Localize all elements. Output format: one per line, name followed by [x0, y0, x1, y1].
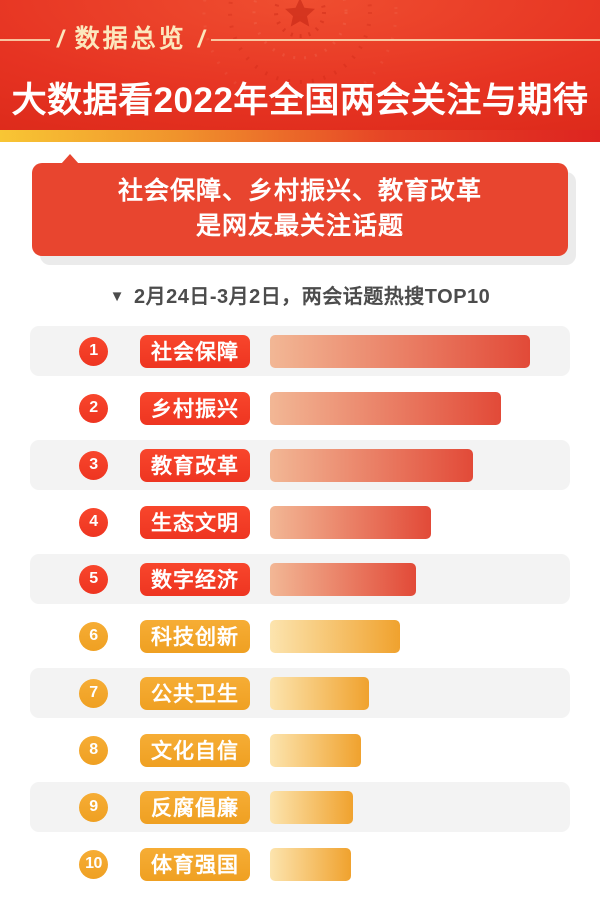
- bar-track: [270, 733, 530, 767]
- list-item: 1 社会保障: [30, 326, 570, 376]
- rank-badge: 10: [79, 849, 108, 879]
- list-item: 2 乡村振兴: [30, 383, 570, 433]
- bar-track: [270, 334, 530, 368]
- rank-badge: 5: [79, 564, 108, 594]
- rank-badge: 8: [79, 735, 108, 765]
- banner-line-2: 是网友最关注话题: [195, 211, 404, 240]
- topic-label: 社会保障: [140, 334, 250, 368]
- heat-bar: [270, 676, 369, 710]
- bar-track: [270, 505, 530, 539]
- kicker-line-left: [0, 38, 50, 41]
- top10-list: 1 社会保障 2 乡村振兴 3 教育改革 4 生态文明 5 数字经济 6 科技创新 7 公共卫生 8 文化自信…: [30, 326, 570, 889]
- list-item: 8 文化自信: [30, 725, 570, 775]
- banner-line-1: 社会保障、乡村振兴、教育改革: [117, 177, 482, 205]
- bar-track: [270, 619, 530, 653]
- header: / 数据总览 / 大数据看2022年全国两会关注与期待: [0, 0, 600, 130]
- kicker-label: 数据总览: [74, 25, 187, 53]
- header-gradient-strip: [0, 130, 600, 142]
- list-item: 3 教育改革: [30, 440, 570, 490]
- topic-label: 体育强国: [140, 847, 250, 881]
- down-triangle-icon: ▼: [109, 288, 126, 305]
- heat-bar: [270, 733, 361, 767]
- topic-label: 科技创新: [140, 619, 250, 653]
- topic-label: 教育改革: [140, 448, 250, 482]
- rank-badge: 2: [79, 393, 108, 423]
- bar-track: [270, 790, 530, 824]
- bar-track: [270, 847, 530, 881]
- list-item: 10 体育强国: [30, 839, 570, 889]
- list-item: 7 公共卫生: [30, 668, 570, 718]
- bar-track: [270, 562, 530, 596]
- rank-badge: 4: [79, 507, 108, 537]
- rank-badge: 7: [79, 678, 108, 708]
- rank-badge: 1: [79, 336, 108, 366]
- list-item: 6 科技创新: [30, 611, 570, 661]
- heat-bar: [270, 790, 354, 824]
- topic-label: 公共卫生: [140, 676, 250, 710]
- heat-bar: [270, 619, 400, 653]
- topic-label: 数字经济: [140, 562, 250, 596]
- heat-bar: [270, 448, 473, 482]
- bar-track: [270, 448, 530, 482]
- key-finding-banner: 社会保障、乡村振兴、教育改革 是网友最关注话题: [32, 154, 568, 256]
- list-item: 5 数字经济: [30, 554, 570, 604]
- list-item: 9 反腐倡廉: [30, 782, 570, 832]
- heat-bar: [270, 391, 502, 425]
- rank-badge: 6: [79, 621, 108, 651]
- kicker-row: / 数据总览 /: [0, 27, 600, 52]
- topic-label: 文化自信: [140, 733, 250, 767]
- slash-icon: /: [197, 25, 205, 53]
- rank-badge: 3: [79, 450, 108, 480]
- topic-label: 生态文明: [140, 505, 250, 539]
- rank-badge: 9: [79, 792, 108, 822]
- topic-label: 乡村振兴: [140, 391, 250, 425]
- page-title: 大数据看2022年全国两会关注与期待: [11, 81, 589, 120]
- heat-bar: [270, 505, 432, 539]
- list-item: 4 生态文明: [30, 497, 570, 547]
- kicker-line-right: [211, 38, 600, 41]
- bar-track: [270, 391, 530, 425]
- heat-bar: [270, 562, 416, 596]
- bar-track: [270, 676, 530, 710]
- topic-label: 反腐倡廉: [140, 790, 250, 824]
- chart-subtitle: ▼ 2月24日-3月2日，两会话题热搜TOP10: [0, 280, 600, 309]
- heat-bar: [270, 334, 530, 368]
- chart-subtitle-text: 2月24日-3月2日，两会话题热搜TOP10: [134, 286, 491, 308]
- slash-icon: /: [57, 25, 64, 53]
- heat-bar: [270, 847, 351, 881]
